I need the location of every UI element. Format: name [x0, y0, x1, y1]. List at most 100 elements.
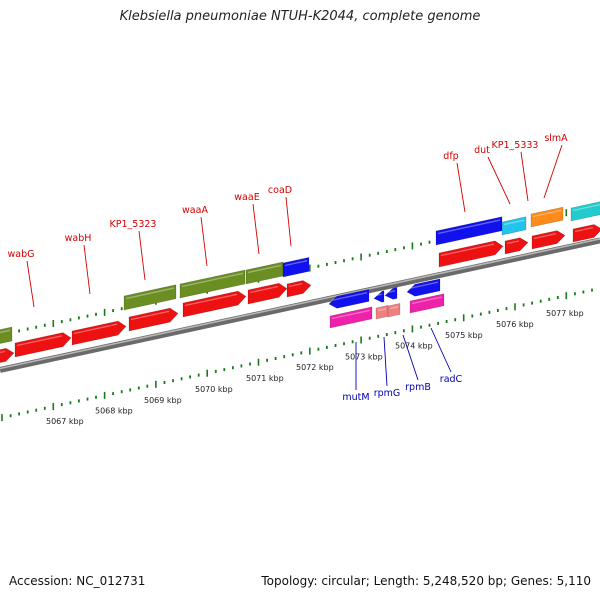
gene-arrow-red-shine — [288, 283, 303, 288]
gene-arrow-red — [128, 307, 179, 332]
gene-arrow-red-shine — [184, 293, 238, 307]
gene-label-forward: KP1_5333 — [492, 140, 539, 151]
gene-block-pink — [387, 303, 401, 318]
gene-arrow-red — [182, 290, 247, 318]
backbone-line — [0, 237, 600, 373]
gene-arrow-blue-rev-shine — [330, 292, 368, 302]
gene-block-olive-shine — [181, 272, 244, 288]
leader-line-forward — [252, 203, 260, 255]
gene-block-teal — [570, 201, 600, 222]
gene-block-pink-shine — [377, 308, 387, 312]
scale-label: 5070 kbp — [195, 385, 233, 394]
gene-block-magenta — [409, 293, 445, 314]
gene-block-cyan-shine — [503, 219, 525, 226]
gene-block-orange-shine — [532, 209, 562, 218]
gene-arrow-red — [438, 240, 504, 268]
gene-label-forward: KP1_5323 — [110, 219, 157, 230]
gene-arrow-blue-rev — [406, 278, 441, 297]
gene-block-teal-shine — [572, 204, 600, 212]
gene-arrow-red — [247, 282, 288, 305]
leader-line-forward — [285, 196, 292, 247]
gene-arrow-red — [14, 332, 72, 358]
gene-label-reverse: rpmG — [374, 388, 401, 399]
gene-block-olive-edge-shine — [0, 329, 11, 334]
gene-label-forward: dut — [474, 145, 490, 156]
scale-label: 5071 kbp — [246, 374, 284, 383]
gene-arrow-blue-rev-shine — [408, 281, 439, 290]
backbone-highlight — [0, 238, 600, 370]
gene-arrow-red-shine — [73, 323, 118, 335]
gene-block-olive — [179, 269, 246, 299]
scale-label: 5077 kbp — [546, 309, 584, 318]
gene-arrow-red-shine — [0, 350, 6, 354]
gene-label-forward: wabH — [65, 233, 92, 244]
gene-block-olive — [245, 261, 284, 285]
gene-arrow-red-shine — [16, 335, 63, 347]
gene-label-reverse: radC — [440, 374, 463, 385]
gene-arrow-red-shine — [249, 285, 279, 294]
genome-summary-text: Topology: circular; Length: 5,248,520 bp… — [261, 574, 591, 588]
gene-block-blue-shine — [437, 219, 501, 235]
gene-block-pink — [375, 305, 389, 320]
gene-arrow-blue-rev-shine — [386, 290, 396, 294]
scale-label: 5076 kbp — [496, 320, 534, 329]
gene-arrow-red — [504, 237, 529, 255]
gene-block-blue-shine — [284, 260, 308, 267]
leader-line-forward — [26, 260, 35, 308]
leader-line-forward — [520, 151, 529, 202]
scale-label: 5075 kbp — [445, 331, 483, 340]
gene-arrow-blue-rev — [384, 287, 398, 300]
gene-block-olive-edge — [0, 326, 13, 344]
scale-label: 5067 kbp — [46, 417, 84, 426]
gene-block-magenta — [329, 306, 373, 329]
leader-line-reverse — [430, 327, 452, 373]
gene-block-magenta-shine — [331, 309, 371, 320]
accession-text: Accession: NC_012731 — [9, 574, 146, 588]
gene-arrow-blue-rev — [373, 290, 385, 303]
gene-block-pink-shine — [389, 306, 399, 310]
leader-line-forward — [543, 144, 563, 199]
leader-line-forward — [487, 156, 511, 205]
gene-arrow-red — [71, 320, 127, 346]
gene-arrow-red — [531, 230, 566, 250]
leader-line-forward — [456, 162, 466, 213]
gene-block-blue — [282, 257, 310, 278]
scale-label: 5073 kbp — [345, 353, 383, 362]
gene-arrow-red — [0, 347, 15, 363]
gene-label-reverse: mutM — [342, 392, 369, 403]
gene-block-cyan — [501, 216, 527, 236]
leader-line-reverse — [402, 334, 419, 381]
gene-arrow-red-shine — [506, 240, 520, 245]
leader-line-reverse — [383, 336, 388, 387]
gene-label-forward: waaE — [234, 192, 259, 203]
gene-label-forward: coaD — [268, 185, 292, 196]
leader-line-forward — [138, 230, 146, 281]
gene-block-olive — [123, 284, 177, 311]
gene-label-forward: wabG — [8, 249, 35, 260]
gene-label-forward: dfp — [443, 151, 458, 162]
leader-line-forward — [200, 216, 208, 267]
genome-title: Klebsiella pneumoniae NTUH-K2044, comple… — [119, 9, 481, 24]
scale-label: 5072 kbp — [296, 363, 334, 372]
gene-arrow-red — [572, 224, 600, 243]
scale-label: 5068 kbp — [95, 407, 133, 416]
gene-label-reverse: rpmB — [405, 382, 431, 393]
gene-arrow-red-shine — [440, 243, 495, 257]
scale-label: 5069 kbp — [144, 396, 182, 405]
gene-block-orange — [530, 206, 564, 228]
gene-label-forward: waaA — [182, 205, 208, 216]
gene-label-forward: slmA — [544, 133, 568, 144]
gene-block-blue — [435, 216, 503, 246]
gene-arrow-blue-rev-shine — [375, 293, 383, 297]
gene-arrow-red-shine — [130, 310, 170, 321]
gene-arrow-red — [286, 280, 312, 298]
gene-arrow-red-shine — [574, 226, 594, 233]
gene-block-olive-shine — [125, 287, 175, 300]
scale-label: 5074 kbp — [395, 342, 433, 351]
gene-arrow-blue-rev — [328, 289, 370, 309]
gene-block-magenta-shine — [411, 296, 443, 305]
leader-line-forward — [83, 244, 91, 295]
gene-block-olive-shine — [247, 264, 282, 274]
gene-arrow-red-shine — [533, 233, 557, 240]
